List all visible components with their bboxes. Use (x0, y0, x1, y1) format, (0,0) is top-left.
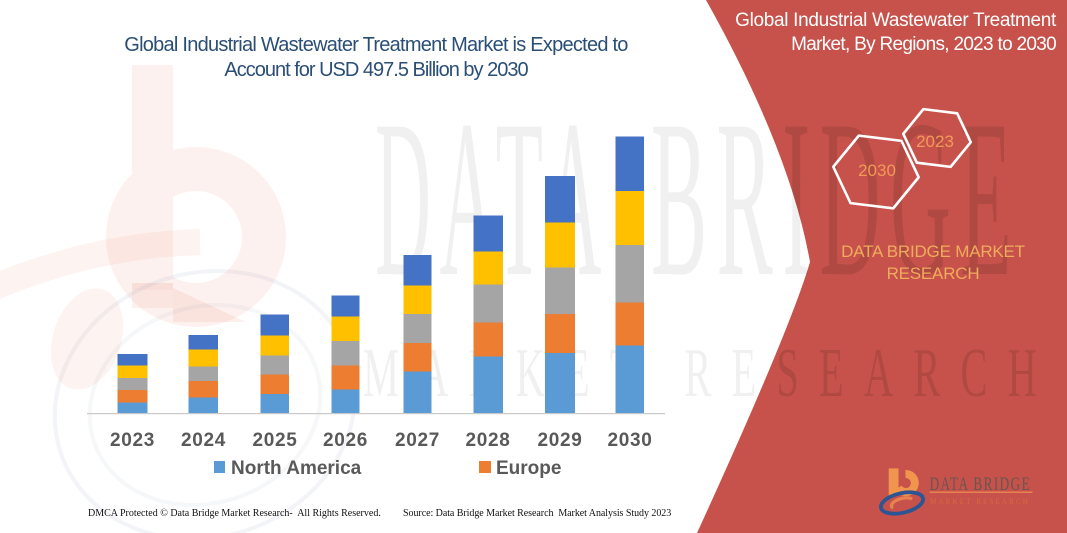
svg-text:BRIDGE: BRIDGE (651, 73, 1021, 323)
svg-text:DATA BRIDGE: DATA BRIDGE (930, 474, 1032, 495)
svg-text:MARKET RESEARCH: MARKET RESEARCH (363, 335, 1057, 412)
svg-text:MARKET RESEARCH: MARKET RESEARCH (930, 496, 1030, 506)
